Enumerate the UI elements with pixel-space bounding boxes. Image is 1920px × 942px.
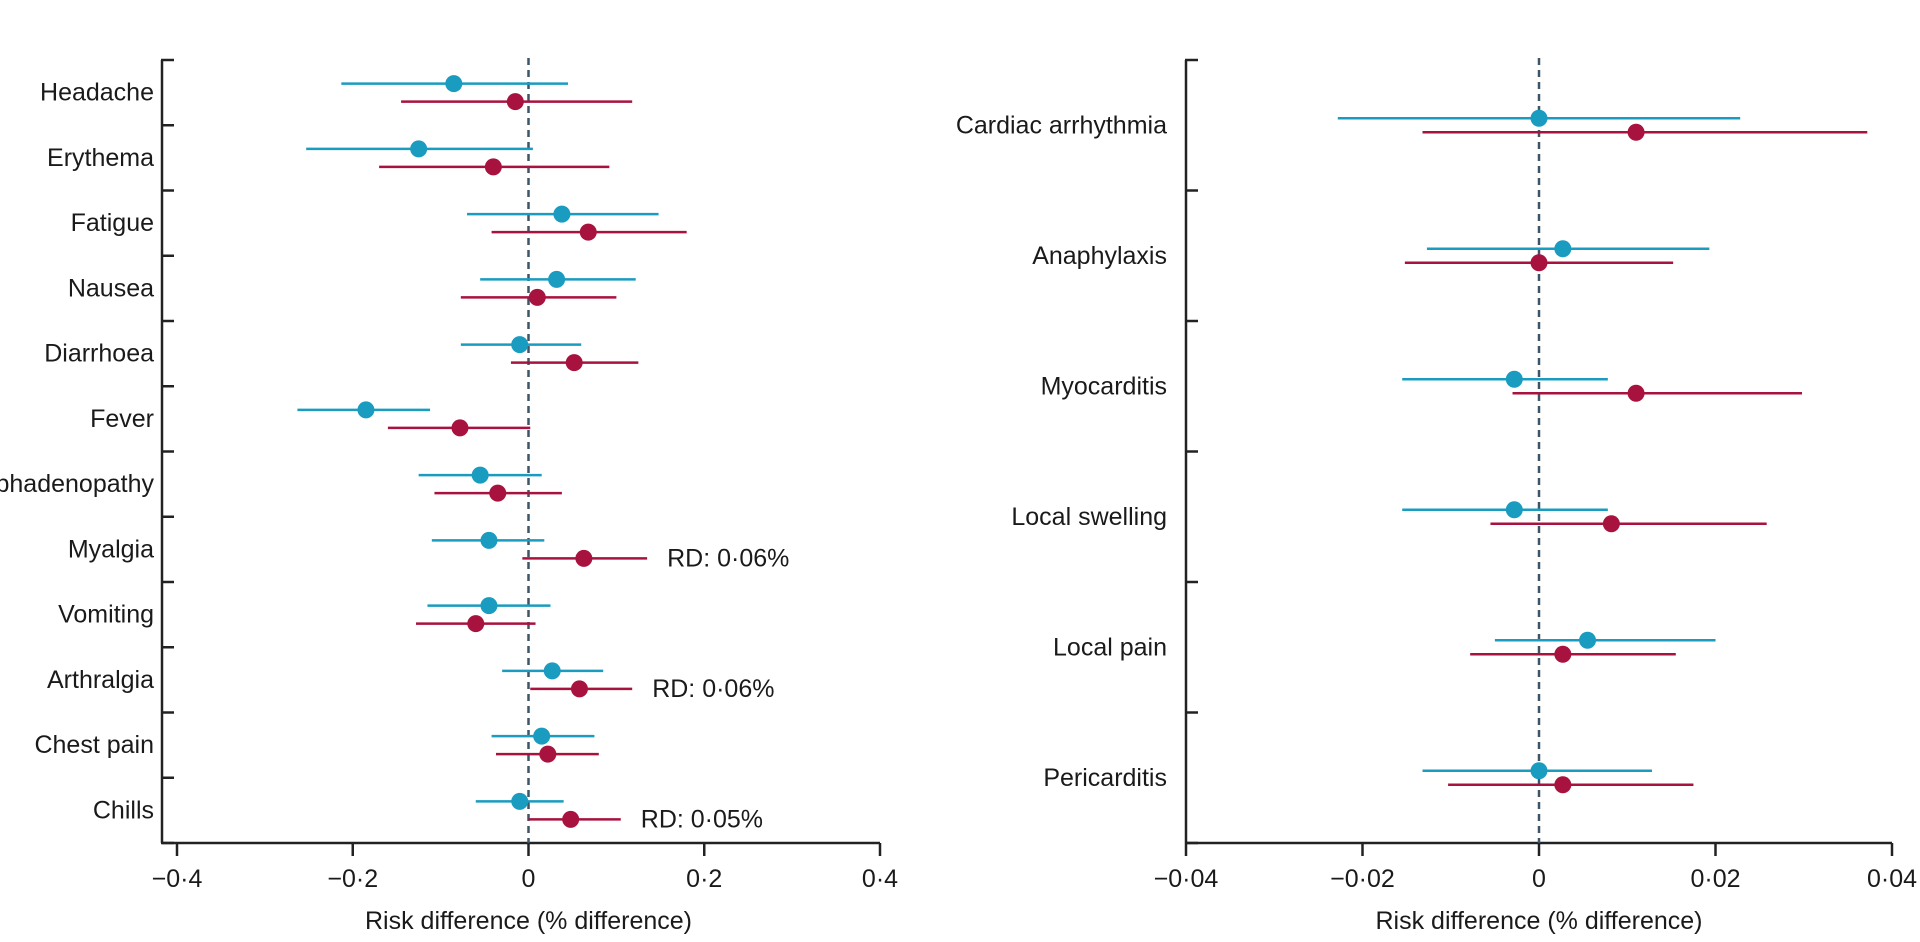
point-blue-anaphylaxis bbox=[1554, 240, 1572, 258]
point-blue-diarrhoea bbox=[511, 336, 529, 354]
point-red-anaphylaxis bbox=[1530, 254, 1548, 272]
category-label-fever: Fever bbox=[90, 405, 154, 433]
point-red-lymphadenopathy bbox=[489, 484, 507, 502]
x-tick-label: −0·02 bbox=[1330, 865, 1395, 893]
category-label-myalgia: Myalgia bbox=[68, 535, 154, 563]
x-tick-label: 0·02 bbox=[1690, 865, 1740, 893]
x-tick-label: 0·04 bbox=[1867, 865, 1917, 893]
annotation-arthralgia: RD: 0·06% bbox=[652, 675, 774, 703]
point-blue-chest-pain bbox=[533, 727, 551, 745]
point-red-pericarditis bbox=[1554, 776, 1572, 794]
x-tick-label: −0·4 bbox=[152, 865, 203, 893]
category-label-chest-pain: Chest pain bbox=[34, 731, 154, 759]
annotation-myalgia: RD: 0·06% bbox=[667, 544, 789, 572]
category-label-nausea: Nausea bbox=[68, 274, 154, 302]
x-tick-label: −0·2 bbox=[327, 865, 378, 893]
point-blue-cardiac-arrhythmia bbox=[1530, 109, 1548, 127]
point-red-local-swelling bbox=[1602, 515, 1620, 533]
point-blue-local-pain bbox=[1579, 631, 1597, 649]
point-blue-pericarditis bbox=[1530, 762, 1548, 780]
x-axis-title: Risk difference (% difference) bbox=[365, 907, 692, 935]
x-tick-label: 0·2 bbox=[686, 865, 722, 893]
point-blue-arthralgia bbox=[543, 662, 561, 680]
x-tick-label: 0 bbox=[1532, 865, 1546, 893]
point-blue-headache bbox=[445, 75, 463, 93]
point-blue-erythema bbox=[410, 140, 428, 158]
category-label-myocarditis: Myocarditis bbox=[1041, 372, 1167, 400]
point-red-cardiac-arrhythmia bbox=[1627, 123, 1645, 141]
point-red-myalgia bbox=[575, 549, 593, 567]
point-red-erythema bbox=[484, 158, 502, 176]
right-forest-panel: −0·04 −0·02 0 0·02 0·04 Risk difference (% di… bbox=[956, 58, 1917, 935]
point-red-fever bbox=[451, 419, 469, 437]
point-blue-lymphadenopathy bbox=[471, 466, 489, 484]
category-label-lymphadenopathy: Lymphadenopathy bbox=[0, 470, 154, 498]
point-blue-nausea bbox=[548, 270, 566, 288]
category-label-erythema: Erythema bbox=[47, 144, 154, 172]
point-red-nausea bbox=[528, 288, 546, 306]
x-axis-title: Risk difference (% difference) bbox=[1375, 907, 1702, 935]
point-red-arthralgia bbox=[570, 680, 588, 698]
category-label-vomiting: Vomiting bbox=[58, 601, 154, 629]
x-tick-label: 0 bbox=[522, 865, 536, 893]
point-blue-local-swelling bbox=[1505, 501, 1523, 519]
category-label-cardiac-arrhythmia: Cardiac arrhythmia bbox=[956, 111, 1167, 139]
point-red-chills bbox=[562, 810, 580, 828]
point-red-myocarditis bbox=[1627, 384, 1645, 402]
point-blue-myalgia bbox=[480, 531, 498, 549]
category-label-chills: Chills bbox=[93, 796, 154, 824]
category-label-local-pain: Local pain bbox=[1053, 633, 1167, 661]
point-red-fatigue bbox=[579, 223, 597, 241]
category-label-local-swelling: Local swelling bbox=[1011, 503, 1167, 531]
point-blue-fever bbox=[357, 401, 375, 419]
point-red-vomiting bbox=[467, 615, 485, 633]
point-blue-myocarditis bbox=[1505, 370, 1523, 388]
category-label-pericarditis: Pericarditis bbox=[1043, 764, 1167, 792]
category-label-diarrhoea: Diarrhoea bbox=[44, 340, 154, 368]
point-red-diarrhoea bbox=[565, 354, 583, 372]
annotation-chills: RD: 0·05% bbox=[641, 805, 763, 833]
category-label-arthralgia: Arthralgia bbox=[47, 666, 154, 694]
x-tick-label: −0·04 bbox=[1154, 865, 1219, 893]
category-label-anaphylaxis: Anaphylaxis bbox=[1032, 242, 1167, 270]
point-blue-vomiting bbox=[480, 597, 498, 615]
x-tick-label: 0·4 bbox=[862, 865, 898, 893]
left-forest-panel: −0·4 −0·2 0 0·2 0·4 Risk difference (% differ… bbox=[0, 58, 898, 935]
point-red-headache bbox=[506, 93, 524, 111]
point-blue-chills bbox=[511, 792, 529, 810]
point-red-local-pain bbox=[1554, 645, 1572, 663]
category-label-fatigue: Fatigue bbox=[71, 209, 154, 237]
category-label-headache: Headache bbox=[40, 79, 154, 107]
point-red-chest-pain bbox=[539, 745, 557, 763]
point-blue-fatigue bbox=[553, 205, 571, 223]
